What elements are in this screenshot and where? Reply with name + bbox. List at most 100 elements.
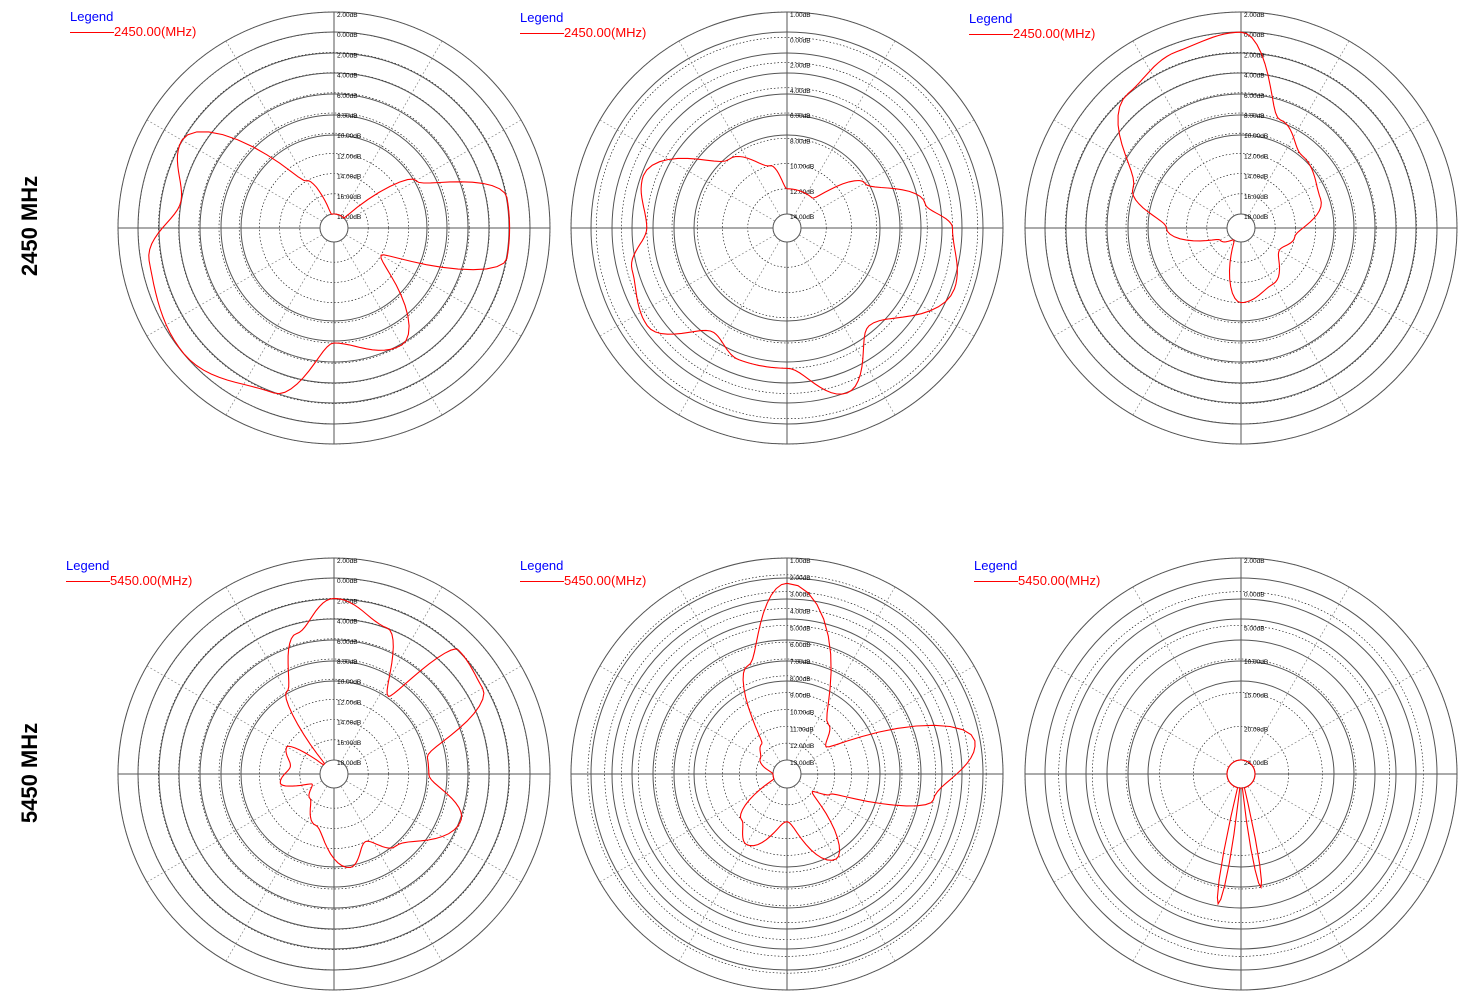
legend-line bbox=[66, 581, 110, 582]
grid-spoke bbox=[678, 40, 781, 217]
series-trace bbox=[1216, 759, 1263, 906]
radial-tick-label: 12.00dB bbox=[337, 153, 361, 160]
grid-spoke bbox=[798, 234, 975, 337]
radial-tick-label: 8.00dB bbox=[790, 676, 811, 683]
radial-tick-label: 8.00dB bbox=[337, 113, 358, 120]
radial-tick-label: 4.00dB bbox=[790, 609, 811, 616]
legend-line bbox=[70, 32, 114, 33]
radial-tick-label: 0.00dB bbox=[1244, 32, 1265, 39]
radial-tick-label: 16.00dB bbox=[1244, 194, 1268, 201]
radial-tick-label: 4.00dB bbox=[337, 73, 358, 80]
grid-spoke bbox=[1247, 785, 1350, 962]
radial-tick-label: 12.00dB bbox=[337, 699, 361, 706]
legend-line bbox=[974, 581, 1018, 582]
grid-spoke bbox=[1247, 40, 1350, 217]
grid-spoke bbox=[1252, 665, 1429, 768]
radial-tick-label: 5.00dB bbox=[790, 625, 811, 632]
radial-tick-label: 10.00dB bbox=[790, 164, 814, 171]
grid-spoke bbox=[1053, 665, 1230, 768]
radial-tick-label: 2.00dB bbox=[337, 12, 358, 19]
legend-title: Legend bbox=[520, 10, 564, 25]
radial-tick-label: 8.00dB bbox=[790, 138, 811, 145]
legend-series: 5450.00(MHz) bbox=[564, 573, 647, 588]
legend-line bbox=[520, 33, 564, 34]
radial-tick-label: 10.00dB bbox=[337, 133, 361, 140]
grid-spoke bbox=[1053, 780, 1230, 883]
grid-spoke bbox=[340, 586, 443, 763]
legend: Legend 2450.00(MHz) bbox=[969, 11, 1095, 42]
grid-spoke bbox=[345, 234, 522, 337]
radial-tick-label: 0.00dB bbox=[790, 37, 811, 44]
radial-tick-label: 0.00dB bbox=[337, 578, 358, 585]
radial-tick-label: 4.00dB bbox=[337, 619, 358, 626]
grid-spoke bbox=[678, 586, 781, 763]
radial-tick-label: 0.00dB bbox=[337, 32, 358, 39]
grid-spoke bbox=[798, 665, 975, 768]
radial-tick-label: 14.00dB bbox=[337, 720, 361, 727]
radial-tick-label: 16.00dB bbox=[337, 194, 361, 201]
grid-spoke bbox=[225, 40, 328, 217]
radial-tick-label: 2.00dB bbox=[1244, 52, 1265, 59]
legend-title: Legend bbox=[66, 558, 110, 573]
radial-tick-label: 11.00dB bbox=[790, 726, 814, 733]
grid-spoke bbox=[599, 234, 776, 337]
radial-tick-label: 18.00dB bbox=[337, 760, 361, 767]
radial-tick-label: 7.00dB bbox=[790, 659, 811, 666]
radial-tick-label: 13.00dB bbox=[790, 760, 814, 767]
radial-tick-label: 1.00dB bbox=[790, 558, 811, 565]
grid-spoke bbox=[793, 785, 896, 962]
radial-tick-label: 10.00dB bbox=[1244, 133, 1268, 140]
legend-series: 5450.00(MHz) bbox=[1018, 573, 1101, 588]
radial-tick-label: 12.00dB bbox=[1244, 153, 1268, 160]
radial-tick-label: 14.00dB bbox=[337, 174, 361, 181]
grid-spoke bbox=[146, 780, 323, 883]
radial-tick-label: 8.00dB bbox=[1244, 113, 1265, 120]
legend-series: 2450.00(MHz) bbox=[564, 25, 647, 40]
grid-spoke bbox=[340, 40, 443, 217]
grid-spoke bbox=[1252, 234, 1429, 337]
legend: Legend 2450.00(MHz) bbox=[70, 9, 196, 40]
grid-spoke bbox=[599, 665, 776, 768]
radial-tick-label: 4.00dB bbox=[790, 88, 811, 95]
radial-tick-label: 2.00dB bbox=[790, 575, 811, 582]
legend: Legend 5450.00(MHz) bbox=[520, 558, 646, 589]
grid-spoke bbox=[678, 239, 781, 416]
radial-tick-label: 2.00dB bbox=[1244, 558, 1265, 565]
radial-tick-label: 1.00dB bbox=[790, 12, 811, 19]
grid-spoke bbox=[340, 239, 443, 416]
grid-spoke bbox=[1053, 119, 1230, 222]
radial-tick-label: 15.00dB bbox=[1244, 693, 1268, 700]
legend-series: 5450.00(MHz) bbox=[110, 573, 193, 588]
grid-spoke bbox=[146, 119, 323, 222]
radial-tick-label: 6.00dB bbox=[337, 639, 358, 646]
radial-tick-label: 2.00dB bbox=[790, 63, 811, 70]
legend-series: 2450.00(MHz) bbox=[1013, 26, 1096, 41]
radial-tick-label: 14.00dB bbox=[790, 214, 814, 221]
series-trace bbox=[739, 582, 976, 861]
legend-title: Legend bbox=[70, 9, 114, 24]
grid-spoke bbox=[599, 119, 776, 222]
grid-spoke bbox=[345, 780, 522, 883]
radial-tick-label: 24.00dB bbox=[1244, 760, 1268, 767]
radial-tick-label: 16.00dB bbox=[337, 740, 361, 747]
radial-tick-label: 18.00dB bbox=[337, 214, 361, 221]
grid-spoke bbox=[1132, 785, 1235, 962]
grid-spoke bbox=[678, 785, 781, 962]
grid-spoke bbox=[1053, 234, 1230, 337]
radial-tick-label: 10.00dB bbox=[790, 710, 814, 717]
radial-tick-label: 18.00dB bbox=[1244, 214, 1268, 221]
grid-spoke bbox=[793, 239, 896, 416]
grid-spoke bbox=[225, 785, 328, 962]
radial-tick-label: 10.00dB bbox=[1244, 659, 1268, 666]
grid-spoke bbox=[1132, 239, 1235, 416]
radial-tick-label: 6.00dB bbox=[1244, 93, 1265, 100]
grid-spoke bbox=[225, 586, 328, 763]
grid-spoke bbox=[1252, 780, 1429, 883]
radial-tick-label: 20.00dB bbox=[1244, 726, 1268, 733]
grid-spoke bbox=[1247, 239, 1350, 416]
series-trace bbox=[1117, 31, 1322, 304]
grid-spoke bbox=[1132, 40, 1235, 217]
radial-tick-label: 9.00dB bbox=[790, 693, 811, 700]
radial-tick-label: 6.00dB bbox=[337, 93, 358, 100]
